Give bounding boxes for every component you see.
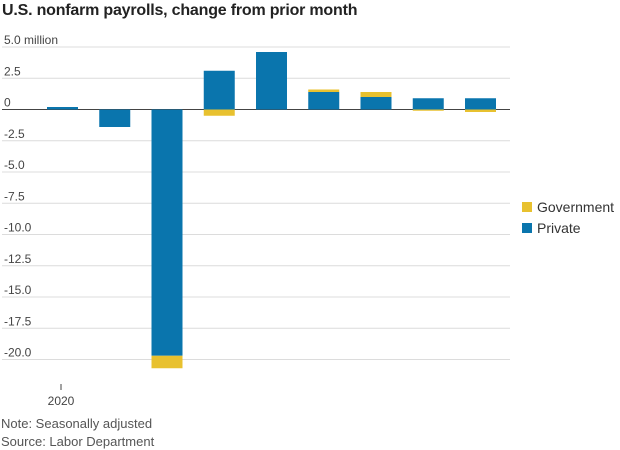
y-tick-label: -20.0 xyxy=(4,346,32,360)
bar-private xyxy=(47,107,78,110)
y-tick-label: -10.0 xyxy=(4,221,32,235)
bars xyxy=(47,52,496,369)
bar-government xyxy=(412,109,444,111)
bar-private xyxy=(256,52,287,110)
legend-swatch-private xyxy=(522,222,532,233)
y-tick-label: -7.5 xyxy=(4,189,25,203)
y-tick-label: -5.0 xyxy=(4,158,25,172)
legend-swatch-government xyxy=(522,201,532,212)
y-tick-label: 2.5 xyxy=(4,64,21,78)
chart-title: U.S. nonfarm payrolls, change from prior… xyxy=(2,2,358,19)
y-tick-label: -2.5 xyxy=(4,127,25,141)
y-tick-label: -12.5 xyxy=(4,252,32,266)
bar-private xyxy=(308,92,340,110)
bar-private xyxy=(465,98,496,110)
x-tick-label: 2020 xyxy=(48,394,75,408)
x-axis: 2020 xyxy=(48,384,75,408)
footer-source: Source: Labor Department xyxy=(1,434,155,449)
bar-private xyxy=(412,98,444,110)
bar-private xyxy=(360,97,392,110)
y-tick-label: -17.5 xyxy=(4,314,32,328)
bar-government xyxy=(151,355,183,369)
bar-government xyxy=(465,109,496,112)
legend: Government Private xyxy=(522,196,614,238)
footer-note: Note: Seasonally adjusted xyxy=(1,416,153,431)
bar-government xyxy=(203,109,235,116)
bar-government xyxy=(360,92,392,97)
legend-item-government: Government xyxy=(522,196,614,217)
legend-label-government: Government xyxy=(537,198,615,215)
bar-private xyxy=(99,109,131,127)
bar-private xyxy=(151,109,183,356)
y-tick-label: -15.0 xyxy=(4,283,32,297)
bar-private xyxy=(203,70,235,110)
y-tick-label: 0 xyxy=(4,96,11,110)
y-axis-ticks: 5.0 million 2.5 0 -2.5 -5.0 -7.5 -10.0 -12.5 -15… xyxy=(4,33,58,360)
y-tick-label: 5.0 million xyxy=(4,33,58,47)
legend-label-private: Private xyxy=(537,219,581,236)
bar-government xyxy=(308,89,340,92)
legend-item-private: Private xyxy=(522,217,614,238)
